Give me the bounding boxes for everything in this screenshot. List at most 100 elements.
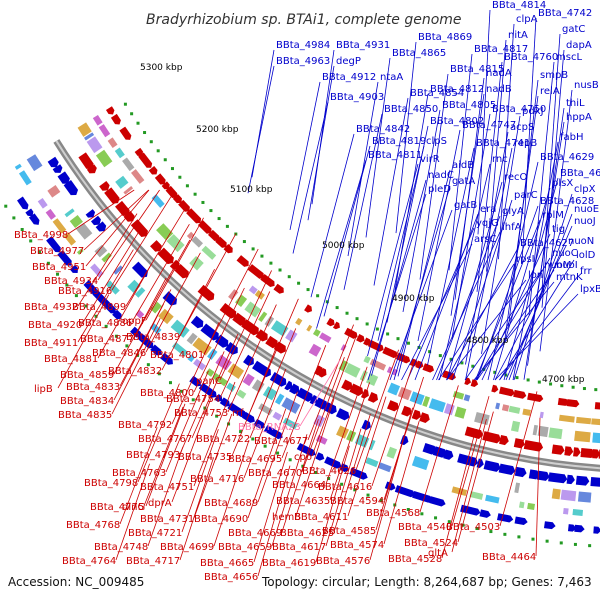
gene-label-forward: rplM <box>542 210 564 221</box>
gc-marker <box>345 311 349 315</box>
blue-leader-line <box>523 121 565 380</box>
gc-marker <box>517 535 521 539</box>
gene-label-forward: tig <box>552 224 565 235</box>
gc-marker <box>46 261 50 265</box>
gene-label-forward: rnc <box>492 154 508 165</box>
gc-marker <box>193 192 197 196</box>
blue-leader-line <box>494 293 579 381</box>
gene-label-forward: clpS <box>426 136 447 147</box>
blue-leader-line <box>311 49 335 205</box>
gene-label-forward: nadC <box>428 170 454 181</box>
gc-marker <box>217 217 221 221</box>
gc-marker <box>545 539 549 543</box>
reverse-strand-gene <box>215 236 227 248</box>
reverse-strand-gene <box>403 355 411 364</box>
cog-stripe <box>386 366 393 374</box>
reverse-strand-gene <box>123 210 135 222</box>
reverse-strand-gene <box>491 384 499 393</box>
reverse-strand-gene <box>172 194 182 204</box>
forward-strand-gene <box>412 490 433 503</box>
gene-label-reverse: BBta_4616 <box>318 482 372 493</box>
gc-marker <box>263 444 267 448</box>
gene-label-forward: rpsI <box>516 254 535 265</box>
gene-label-reverse: BBta_4833 <box>66 382 120 393</box>
red-leader-line <box>143 406 184 507</box>
red-leader-line <box>133 239 191 339</box>
red-leader-line <box>329 382 370 501</box>
gc-marker <box>125 344 129 348</box>
gene-ring <box>4 102 600 548</box>
gc-marker <box>136 121 140 125</box>
cog-stripe <box>572 509 584 516</box>
gene-label-forward: nuoE <box>574 204 599 215</box>
forward-strand-gene <box>497 513 514 523</box>
gc-marker <box>209 209 213 213</box>
gene-label-forward: pleD <box>428 184 451 195</box>
cog-stripe <box>76 248 84 255</box>
gene-label-forward: BBta_4812 <box>430 84 484 95</box>
cog-stripe <box>428 398 446 413</box>
gene-label-reverse: BBta_4524 <box>404 538 458 549</box>
forward-strand-gene <box>309 394 318 405</box>
reverse-strand-gene <box>356 333 365 343</box>
forward-strand-gene <box>429 496 446 507</box>
gene-label-forward: ntaA <box>380 72 403 83</box>
gene-label-reverse: BBta_4576 <box>316 556 370 567</box>
gene-label-reverse: BBta_4464 <box>482 552 536 563</box>
cog-stripe <box>76 222 93 240</box>
gc-marker <box>12 216 16 220</box>
red-leader-line <box>147 446 184 547</box>
gc-marker <box>460 361 464 365</box>
gene-label-forward: BBta_4627 <box>520 238 574 249</box>
cog-stripe <box>45 208 56 220</box>
red-leader-line <box>231 348 277 457</box>
blue-leader-line <box>527 107 565 366</box>
blue-leader-line <box>446 247 519 381</box>
gene-label-reverse: BBta_4764 <box>62 556 116 567</box>
red-leader-line <box>179 351 225 455</box>
gene-label-reverse: BBta_4722 <box>196 434 250 445</box>
gene-label-reverse: BBta_4835 <box>58 410 112 421</box>
cog-stripe <box>264 315 275 327</box>
cog-stripe <box>77 122 92 137</box>
gc-marker <box>438 354 442 358</box>
red-leader-line <box>131 223 190 323</box>
cog-stripe <box>463 394 471 402</box>
reverse-strand-gene <box>197 220 212 234</box>
gc-marker <box>365 322 369 326</box>
red-leader-line <box>137 383 180 483</box>
forward-strand-gene <box>296 442 316 457</box>
gc-marker <box>379 498 383 502</box>
cog-stripe <box>285 329 298 343</box>
cog-stripe <box>272 411 282 421</box>
red-leader-line <box>57 294 110 389</box>
gene-label-reverse: BBta_4763 <box>112 468 166 479</box>
cog-stripe <box>312 328 321 337</box>
reverse-strand-gene <box>178 199 190 212</box>
gene-label-forward: plsX <box>552 178 573 189</box>
gene-label-forward: fabH <box>560 132 584 143</box>
forward-strand-gene <box>47 156 59 168</box>
blue-leader-line <box>402 109 441 312</box>
cog-stripe <box>92 114 103 126</box>
red-leader-line <box>281 345 327 459</box>
cog-stripe <box>115 175 129 189</box>
blue-leader-line <box>397 169 451 377</box>
reverse-strand-gene <box>304 304 312 313</box>
gc-marker <box>157 372 161 376</box>
gc-marker <box>560 384 564 388</box>
gene-label-forward: BBta_4741 <box>476 138 530 149</box>
gc-marker <box>449 357 453 361</box>
cog-stripe <box>274 393 285 405</box>
cog-stripe <box>186 332 198 345</box>
red-leader-line <box>115 463 150 561</box>
cog-stripe <box>258 311 268 323</box>
gene-label-forward: BBta_4865 <box>392 48 446 59</box>
gene-label-reverse: BBta_4793 <box>126 450 180 461</box>
reverse-strand-gene <box>157 247 174 265</box>
red-leader-line <box>81 230 140 325</box>
blue-leader-line <box>508 213 573 381</box>
gene-label-forward: virR <box>420 154 440 165</box>
reverse-strand-gene <box>386 400 399 412</box>
gene-label-forward: mscL <box>556 52 582 63</box>
